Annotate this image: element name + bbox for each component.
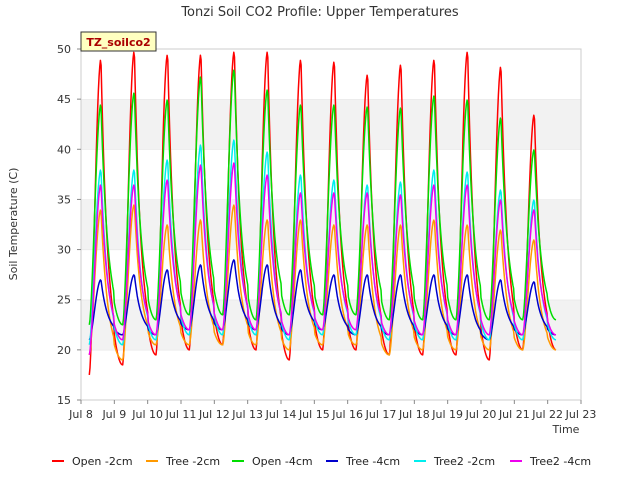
y-tick-label: 15 bbox=[57, 394, 71, 407]
x-tick-label: Jul 17 bbox=[365, 408, 397, 421]
y-tick-label: 45 bbox=[57, 93, 71, 106]
legend-label-open-2cm: Open -2cm bbox=[72, 455, 133, 468]
site-badge-box bbox=[80, 31, 157, 52]
chart-title: Tonzi Soil CO2 Profile: Upper Temperatur… bbox=[180, 5, 459, 20]
legend: Open -2cm Tree -2cm Open -4cm Tree -4cm Tree… bbox=[52, 455, 591, 468]
x-tick-label: Jul 21 bbox=[498, 408, 530, 421]
x-tick-label: Jul 22 bbox=[531, 408, 563, 421]
legend-label-tree-4cm: Tree -4cm bbox=[345, 455, 400, 468]
y-tick-label: 20 bbox=[57, 344, 71, 357]
series-line-tree-2cm bbox=[88, 204, 557, 361]
x-tick-label: Jul 13 bbox=[231, 408, 263, 421]
y-tick-label: 35 bbox=[57, 193, 71, 206]
legend-label-open-4cm: Open -4cm bbox=[252, 455, 313, 468]
legend-label-tree2-2cm: Tree2 -2cm bbox=[433, 455, 495, 468]
legend-label-tree-2cm: Tree -2cm bbox=[165, 455, 220, 468]
y-tick-label: 30 bbox=[57, 244, 71, 257]
series-line-open-2cm bbox=[88, 51, 557, 375]
x-tick-label: Jul 8 bbox=[68, 408, 93, 421]
x-axis-label: Time bbox=[552, 423, 580, 436]
y-axis: 15 20 25 30 35 40 45 50 bbox=[57, 43, 81, 407]
series-line-open-4cm bbox=[88, 69, 557, 326]
legend-label-tree2-4cm: Tree2 -4cm bbox=[529, 455, 591, 468]
x-tick-label: Jul 15 bbox=[298, 408, 330, 421]
x-tick-label: Jul 18 bbox=[398, 408, 430, 421]
y-tick-label: 25 bbox=[57, 294, 71, 307]
y-axis-label: Soil Temperature (C) bbox=[7, 168, 20, 281]
x-tick-label: Jul 16 bbox=[331, 408, 363, 421]
x-tick-label: Jul 12 bbox=[198, 408, 230, 421]
site-badge: TZ_soilco2 bbox=[80, 31, 157, 52]
site-badge-label: TZ_soilco2 bbox=[86, 36, 150, 49]
plot-frame bbox=[80, 48, 582, 401]
grid-band bbox=[81, 349, 581, 400]
y-tick-label: 50 bbox=[57, 43, 71, 56]
grid-band bbox=[81, 149, 581, 200]
x-tick-label: Jul 10 bbox=[131, 408, 163, 421]
x-axis: Jul 8 Jul 9 Jul 10 Jul 11 Jul 12 Jul 13 Jul 14… bbox=[68, 400, 596, 421]
x-tick-label: Jul 11 bbox=[165, 408, 197, 421]
grid-band bbox=[81, 299, 581, 350]
series-line-tree2-4cm bbox=[88, 162, 557, 356]
x-tick-label: Jul 9 bbox=[101, 408, 126, 421]
x-tick-label: Jul 14 bbox=[265, 408, 297, 421]
series-lines bbox=[88, 51, 557, 375]
x-tick-label: Jul 23 bbox=[565, 408, 597, 421]
x-tick-label: Jul 20 bbox=[465, 408, 497, 421]
x-tick-label: Jul 19 bbox=[431, 408, 463, 421]
y-tick-label: 40 bbox=[57, 143, 71, 156]
